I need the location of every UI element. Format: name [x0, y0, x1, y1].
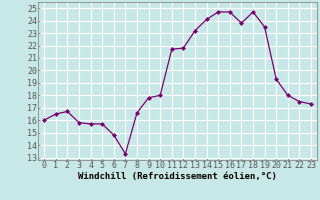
X-axis label: Windchill (Refroidissement éolien,°C): Windchill (Refroidissement éolien,°C) [78, 172, 277, 181]
